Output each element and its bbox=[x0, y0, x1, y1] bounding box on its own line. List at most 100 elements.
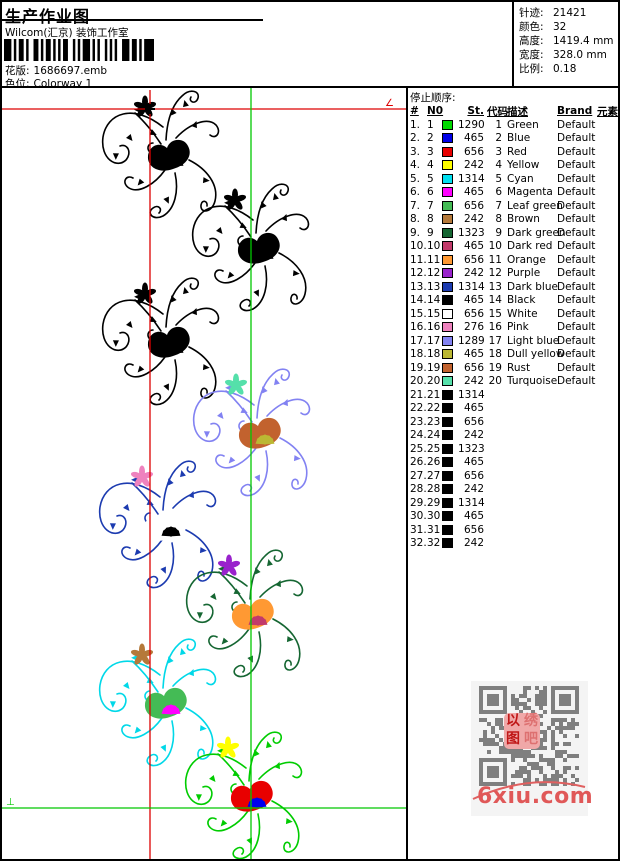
floral-motif bbox=[186, 550, 303, 677]
floral-motif bbox=[99, 639, 216, 766]
design-file-label: 花版: bbox=[5, 65, 30, 77]
table-row: 13. 13 1314 13 Dark blue Default bbox=[410, 280, 596, 293]
header-separator bbox=[2, 86, 618, 88]
col-needle: N0 bbox=[427, 105, 444, 117]
info-row: 针迹: 21421 bbox=[519, 7, 587, 19]
color-swatch bbox=[442, 524, 453, 535]
col-seq: # bbox=[410, 105, 419, 117]
floral-motif bbox=[102, 91, 219, 218]
stamp-char: 绣 bbox=[524, 713, 538, 729]
color-swatch bbox=[442, 322, 453, 333]
table-row: 1. 1 1290 1 Green Default bbox=[410, 118, 596, 131]
table-row: 30. 30 465 bbox=[410, 510, 484, 523]
table-row: 24. 24 242 bbox=[410, 429, 484, 442]
table-row: 10. 10 465 10 Dark red Default bbox=[410, 240, 596, 253]
color-swatch bbox=[442, 160, 453, 171]
color-swatch bbox=[442, 416, 453, 427]
table-row: 28. 28 242 bbox=[410, 483, 484, 496]
motif-layer bbox=[99, 91, 310, 859]
color-swatch bbox=[442, 362, 453, 373]
color-swatch bbox=[442, 295, 453, 306]
stamp-char: 以 bbox=[506, 713, 520, 729]
design-info-panel: 针迹: 21421 颜色: 32 高度: 1419.4 mm 宽度: 328.0 mm 比例: 0… bbox=[512, 2, 618, 86]
table-row: 4. 4 242 4 Yellow Default bbox=[410, 159, 596, 172]
table-row: 22. 22 465 bbox=[410, 402, 484, 415]
color-swatch bbox=[442, 146, 453, 157]
color-swatch bbox=[442, 349, 453, 360]
table-row: 6. 6 465 6 Magenta Default bbox=[410, 186, 596, 199]
color-swatch bbox=[442, 308, 453, 319]
table-row: 3. 3 656 3 Red Default bbox=[410, 145, 596, 158]
design-canvas: ∠ ⊥ bbox=[2, 88, 406, 859]
color-swatch bbox=[442, 430, 453, 441]
studio-subtitle: Wilcom(汇京) 装饰工作室 bbox=[5, 27, 129, 39]
page-title: 生产作业图 bbox=[2, 2, 263, 26]
table-row: 20. 20 242 20 Turquoise Default bbox=[410, 375, 596, 388]
stop-sequence-header: # N0 St. 代码 描述 Brand 元素 bbox=[410, 104, 618, 118]
info-row: 颜色: 32 bbox=[519, 21, 567, 33]
color-swatch bbox=[442, 200, 453, 211]
table-row: 19. 19 656 19 Rust Default bbox=[410, 361, 596, 374]
table-row: 9. 9 1323 9 Dark green Default bbox=[410, 226, 596, 239]
color-swatch bbox=[442, 214, 453, 225]
info-row: 宽度: 328.0 mm bbox=[519, 49, 607, 61]
table-row: 8. 8 242 8 Brown Default bbox=[410, 213, 596, 226]
stop-sequence-panel: 停止顺序: # N0 St. 代码 描述 Brand 元素 1. 1 1290 1 Gr… bbox=[406, 88, 618, 859]
col-code: 代码 bbox=[487, 105, 508, 118]
color-swatch bbox=[442, 335, 453, 346]
qr-code bbox=[479, 686, 579, 786]
table-row: 16. 16 276 16 Pink Default bbox=[410, 321, 596, 334]
table-row: 21. 21 1314 bbox=[410, 388, 485, 401]
table-row: 31. 31 656 bbox=[410, 523, 484, 536]
col-stitches: St. bbox=[467, 105, 484, 117]
table-row: 2. 2 465 2 Blue Default bbox=[410, 132, 596, 145]
color-swatch bbox=[442, 511, 453, 522]
col-description: 描述 bbox=[507, 105, 528, 118]
floral-motif bbox=[99, 461, 216, 588]
color-swatch bbox=[442, 227, 453, 238]
table-row: 32. 32 242 bbox=[410, 537, 484, 550]
color-swatch bbox=[442, 173, 453, 184]
table-row: 11. 11 656 11 Orange Default bbox=[410, 253, 596, 266]
floral-motif bbox=[102, 278, 219, 405]
qr-watermark-panel: 以 绣 图 吧 6xiu.com bbox=[471, 681, 594, 816]
color-swatch bbox=[442, 187, 453, 198]
col-element: 元素 bbox=[597, 105, 618, 118]
guide-mark: ∠ bbox=[385, 98, 394, 109]
stamp-char: 图 bbox=[506, 731, 520, 747]
table-row: 15. 15 656 15 White Default bbox=[410, 307, 596, 320]
color-swatch bbox=[442, 443, 453, 454]
watermark-caption: 6xiu.com bbox=[477, 784, 594, 809]
table-row: 18. 18 465 18 Dull yellow Default bbox=[410, 348, 596, 361]
info-row: 高度: 1419.4 mm bbox=[519, 35, 614, 47]
table-row: 14. 14 465 14 Black Default bbox=[410, 294, 596, 307]
stop-sequence-rows: 1. 1 1290 1 Green Default 2. 2 465 2 Blue Default 3.… bbox=[410, 118, 618, 550]
table-row: 27. 27 656 bbox=[410, 469, 484, 482]
table-row: 12. 12 242 12 Purple Default bbox=[410, 267, 596, 280]
table-row: 29. 29 1314 bbox=[410, 496, 485, 509]
color-swatch bbox=[442, 241, 453, 252]
table-row: 25. 25 1323 bbox=[410, 442, 485, 455]
table-row: 5. 5 1314 5 Cyan Default bbox=[410, 172, 596, 185]
table-row: 23. 23 656 bbox=[410, 415, 484, 428]
color-swatch bbox=[442, 538, 453, 549]
table-row: 7. 7 656 7 Leaf green Default bbox=[410, 199, 596, 212]
color-swatch bbox=[442, 389, 453, 400]
design-file-value: 1686697.emb bbox=[33, 65, 108, 77]
col-brand: Brand bbox=[557, 105, 593, 117]
color-swatch bbox=[442, 403, 453, 414]
qr-stamp: 以 绣 图 吧 bbox=[504, 713, 540, 749]
color-swatch bbox=[442, 254, 453, 265]
color-swatch bbox=[442, 484, 453, 495]
watermark-swoosh bbox=[472, 781, 586, 800]
guide-mark: ⊥ bbox=[6, 797, 15, 808]
design-file-row: 花版: 1686697.emb bbox=[5, 63, 107, 78]
guide-lines: ∠⊥ bbox=[2, 88, 406, 859]
color-swatch bbox=[442, 281, 453, 292]
color-swatch bbox=[442, 119, 453, 130]
color-swatch bbox=[442, 470, 453, 481]
table-row: 17. 17 1289 17 Light blue Default bbox=[410, 334, 596, 347]
color-swatch bbox=[442, 133, 453, 144]
table-row: 26. 26 465 bbox=[410, 456, 484, 469]
